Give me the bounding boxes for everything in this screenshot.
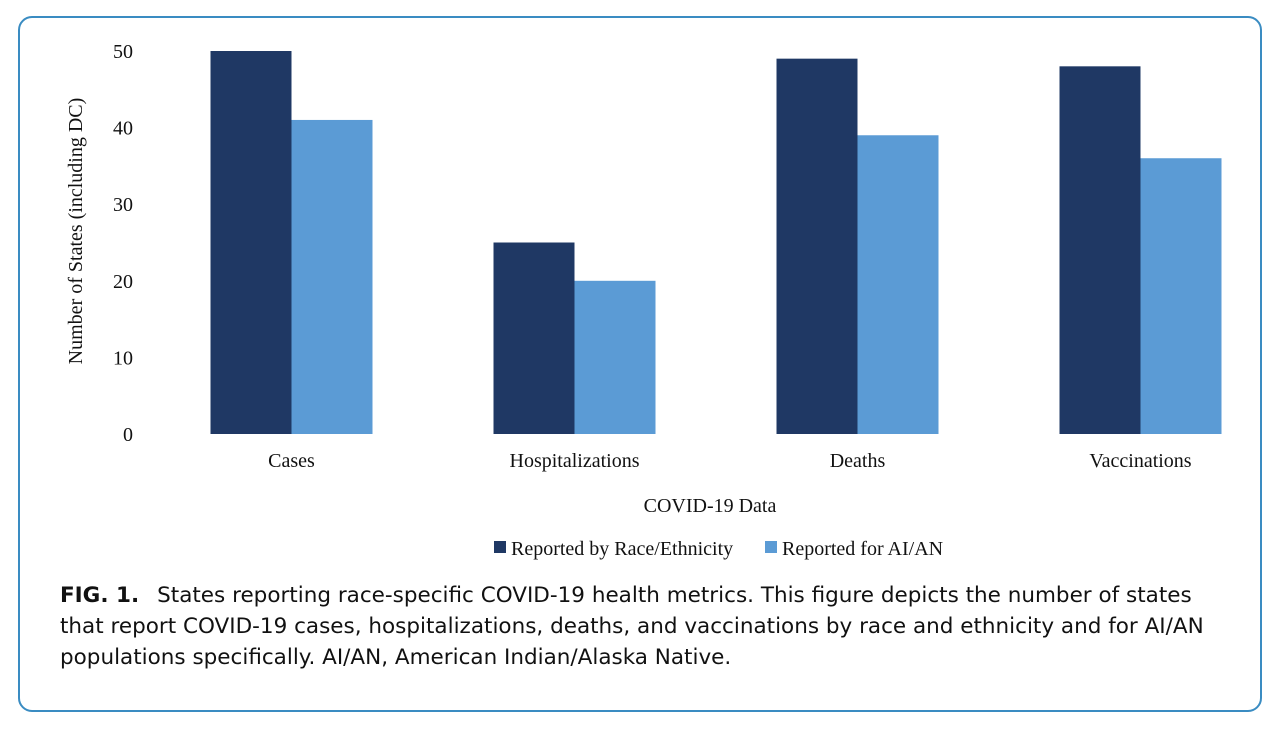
legend-label: Reported for AI/AN (782, 538, 943, 560)
bar-ai-an-hospitalizations (574, 280, 656, 434)
bar-ai-an-deaths (857, 135, 939, 434)
x-tick-label: Hospitalizations (510, 450, 640, 472)
bar-chart: 0 10 20 30 40 50 Cases Hospitalizations Deaths V… (65, 41, 1222, 560)
y-axis-label: Number of States (including DC) (65, 98, 87, 365)
x-tick-label: Cases (268, 450, 315, 472)
y-axis: 0 10 20 30 40 50 (113, 41, 133, 446)
legend-swatch (494, 541, 506, 553)
bar-race-ethnicity-vaccinations (1059, 66, 1141, 434)
bar-race-ethnicity-deaths (776, 58, 858, 434)
legend: Reported by Race/Ethnicity Reported for A… (494, 538, 943, 560)
y-tick-label: 40 (113, 118, 133, 140)
legend-label: Reported by Race/Ethnicity (511, 538, 733, 560)
bar-ai-an-cases (291, 119, 373, 434)
x-axis-label: COVID-19 Data (644, 495, 777, 517)
x-tick-label: Vaccinations (1089, 450, 1191, 472)
bar-ai-an-vaccinations (1140, 158, 1222, 435)
y-tick-label: 30 (113, 194, 133, 216)
bars (210, 51, 1222, 435)
bar-race-ethnicity-hospitalizations (493, 242, 575, 434)
y-tick-label: 50 (113, 41, 133, 63)
bar-race-ethnicity-cases (210, 51, 292, 434)
y-tick-label: 0 (123, 424, 133, 446)
x-tick-label: Deaths (830, 450, 886, 472)
caption-label: FIG. 1. (60, 583, 140, 608)
x-axis: Cases Hospitalizations Deaths Vaccinations (268, 450, 1192, 472)
y-tick-label: 20 (113, 271, 133, 293)
y-tick-label: 10 (113, 347, 133, 369)
legend-swatch (765, 541, 777, 553)
caption-text: States reporting race-specific COVID-19 … (60, 583, 1204, 670)
figure-caption: FIG. 1. States reporting race-specific CO… (60, 580, 1240, 673)
